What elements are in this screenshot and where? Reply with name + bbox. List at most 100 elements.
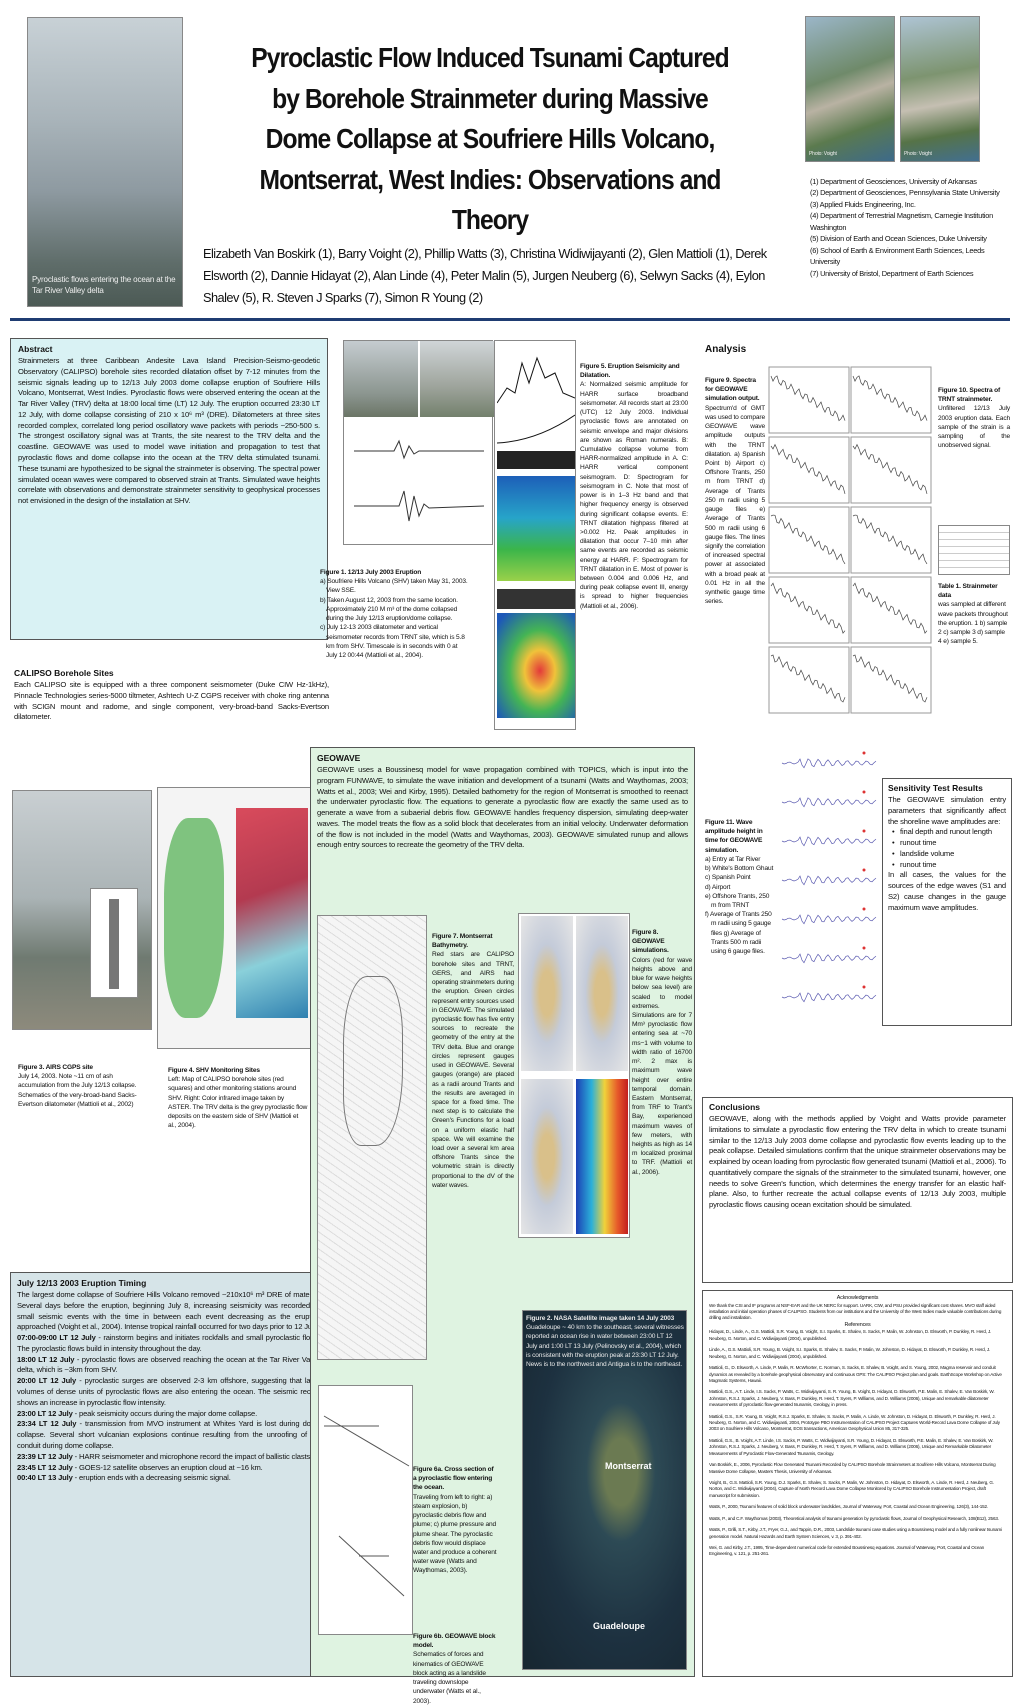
- sensitivity-list: final depth and runout length • runout tim…: [888, 827, 1006, 870]
- fig11-item: e) Offshore Trants, 250 m from TRNT: [705, 892, 770, 909]
- fig7-text: Red stars are CALIPSO borehole sites and…: [432, 951, 514, 1189]
- plot-part: [850, 646, 932, 714]
- header-photo-right: Photo: Voight: [900, 16, 980, 162]
- plot-part: [770, 375, 846, 422]
- bullet-dot: •: [892, 838, 895, 848]
- photo-credit: Photo: Voight: [809, 151, 837, 157]
- calipso-heading: CALIPSO Borehole Sites: [14, 668, 114, 678]
- timing-desc: - transmission from MVO instrument at Wh…: [17, 1419, 321, 1450]
- fig11-list: a) Entry at Tar River b) White's Bottom G…: [705, 855, 775, 956]
- affiliation: (3) Applied Fluids Engineering, Inc.: [810, 199, 916, 209]
- timing-desc: - pyroclastic flows are observed reachin…: [17, 1354, 321, 1375]
- abstract-heading: Abstract: [18, 344, 53, 354]
- reference: Wei, G. and Kirby, J.T., 1995, Time-depe…: [709, 1544, 985, 1557]
- fig8-caption: Figure 8. GEOWAVE simulations. Colors (r…: [632, 928, 692, 1177]
- conclusions-heading: Conclusions: [709, 1102, 761, 1112]
- fig2-text: Guadeloupe ~ 40 km to the southeast, sev…: [526, 1324, 684, 1369]
- fig4-caption: Figure 4. SHV Monitoring Sites Left: Map…: [168, 1066, 308, 1131]
- timing-box: July 12/13 2003 Eruption Timing The larg…: [10, 1272, 328, 1677]
- fig6-sketch: [323, 1415, 410, 1597]
- fig11-item: f) Average of Trants 250 m radii using 5…: [705, 911, 772, 956]
- sensitivity-bullet: landslide volume •: [892, 848, 955, 858]
- plot-part: [862, 985, 866, 989]
- fig7-caption: Figure 7. Montserrat Bathymetry. Red sta…: [432, 932, 514, 1190]
- timing-desc: - eruption ends with a decreasing seismi…: [72, 1473, 231, 1483]
- fig1-photo-a: [344, 341, 418, 417]
- plot-part: [770, 443, 846, 495]
- fig5-waveforms: [497, 356, 575, 469]
- fig6b-caption: Figure 6b. GEOWAVE block model. Schemati…: [413, 1632, 498, 1706]
- fig9-spectra: [768, 366, 932, 714]
- fig6b-title: Figure 6b. GEOWAVE block model.: [413, 1633, 496, 1650]
- fig1-photo-b: [420, 341, 494, 417]
- bullet-dot: •: [892, 848, 895, 858]
- plot-part: [770, 582, 846, 634]
- plot-part: [768, 436, 850, 504]
- plot-part: [850, 436, 932, 504]
- timing-time: 18:00 LT 12 July: [17, 1354, 75, 1364]
- fig5-dilatation: [497, 589, 575, 609]
- reference: Hidayat, D., Linde, A., G.S. Mattioli, S…: [709, 1329, 992, 1341]
- dilatometer-sketch: [109, 899, 119, 989]
- fig6a-caption: Figure 6a. Cross section of a pyroclasti…: [413, 1465, 498, 1576]
- sensitivity-bullet: runout time •: [892, 838, 937, 848]
- timing-list: 07:00-09:00 LT 12 July - rainstorm begin…: [17, 1333, 321, 1484]
- affiliation: (7) University of Bristol, Department of…: [810, 268, 974, 278]
- reference: Watts, P., and C.F. Waythomas (2003), Th…: [709, 1515, 999, 1521]
- conclusions-text: GEOWAVE, along with the methods applied …: [709, 1114, 1006, 1210]
- timing-time: 23:45 LT 12 July: [17, 1462, 73, 1472]
- poster-title: Pyroclastic Flow Induced Tsunami Capture…: [251, 42, 729, 236]
- fig9-title: Figure 9. Spectra for GEOWAVE simulation…: [705, 377, 760, 403]
- ack-heading: Acknowledgments: [836, 1295, 879, 1301]
- fig11-item: d) Airport: [705, 883, 731, 891]
- reference: Mattioli, G.S., A.T. Linde, I.S. Sacks, …: [709, 1389, 995, 1408]
- header-rule: [10, 318, 1010, 321]
- timing-time: 23:39 LT 12 July: [17, 1451, 73, 1461]
- fig1-item: a) Soufriere Hills Volcano (SHV) taken M…: [320, 578, 468, 595]
- table1-text: was sampled at different wave packets th…: [938, 601, 1008, 646]
- plot-part: [862, 829, 866, 833]
- affiliation: (1) Department of Geosciences, Universit…: [810, 177, 977, 186]
- references-list: Hidayat, D., Linde, A., G.S. Mattioli, S…: [709, 1329, 1006, 1557]
- fig1-list: a) Soufriere Hills Volcano (SHV) taken M…: [320, 577, 470, 660]
- timing-item: 23:34 LT 12 July - transmission from MVO…: [17, 1419, 321, 1451]
- fig6a-text: Traveling from left to right: a) steam e…: [413, 1493, 497, 1575]
- abstract-text: Strainmeters at three Caribbean Andesite…: [18, 356, 320, 506]
- island-map: [164, 818, 224, 1018]
- island-outline: [343, 976, 403, 1146]
- timing-heading: July 12/13 2003 Eruption Timing: [17, 1278, 147, 1288]
- map-label: Montserrat: [605, 1461, 652, 1471]
- affiliations: (1) Department of Geosciences, Universit…: [810, 176, 1000, 279]
- fig5-title: Figure 5. Eruption Seismicity and Dilata…: [580, 363, 680, 380]
- fig2-title: Figure 2. NASA Satellite image taken 14 …: [526, 1315, 675, 1322]
- fig3-schematic: [90, 888, 138, 998]
- reference: Mattioli, G.S., B. Voight, A.T. Linde, I…: [709, 1437, 994, 1456]
- fig8-sim: [576, 916, 628, 1071]
- geowave-text: GEOWAVE uses a Boussinesq model for wave…: [317, 765, 688, 850]
- reference: Van Boskirk, E., 2006, Pyroclastic Flow …: [709, 1462, 996, 1474]
- bullet-dot: •: [892, 827, 895, 837]
- acknowledgments-box: Acknowledgments We thank the CSI and IF …: [702, 1290, 1013, 1677]
- plot-part: [850, 366, 932, 434]
- bullet-dot: •: [892, 859, 895, 869]
- fig5-panels: [494, 340, 576, 730]
- plot-part: [781, 992, 877, 1003]
- fig1-traces: [354, 439, 484, 522]
- fig7-title: Figure 7. Montserrat Bathymetry.: [432, 933, 493, 950]
- plot-part: [781, 914, 877, 925]
- timing-item: 00:40 LT 13 July - eruption ends with a …: [17, 1473, 321, 1484]
- plot-part: [770, 654, 846, 703]
- plot-part: [852, 514, 928, 565]
- fig8-panels: [518, 913, 630, 1238]
- plot-part: [852, 654, 928, 703]
- plot-part: [781, 875, 877, 886]
- fig2-satellite: Figure 2. NASA Satellite image taken 14 …: [522, 1310, 687, 1670]
- timing-desc: - HARR seismometer and microphone record…: [72, 1451, 313, 1461]
- timing-desc: - peak seismicity occurs during the majo…: [72, 1408, 258, 1418]
- fig7-bathymetry: [317, 915, 427, 1360]
- fig1-caption: Figure 1. 12/13 July 2003 Eruption a) So…: [320, 568, 470, 660]
- fig11-timeseries: [781, 751, 877, 1003]
- calipso-text: Each CALIPSO site is equipped with a thr…: [14, 680, 329, 722]
- sensitivity-box: Sensitivity Test Results The GEOWAVE sim…: [882, 778, 1012, 1026]
- reference: Watts, P., 2000, Tsunami features of sol…: [709, 1504, 989, 1510]
